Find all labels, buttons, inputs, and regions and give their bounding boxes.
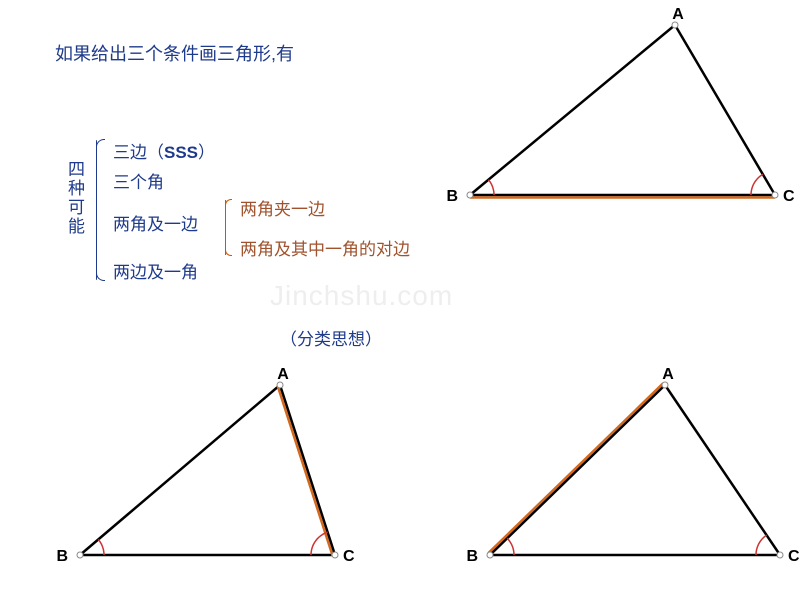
option-sss: 三边（SSS） — [113, 138, 215, 163]
title: 如果给出三个条件画三角形,有 — [55, 40, 294, 66]
svg-text:C: C — [788, 548, 800, 565]
svg-text:B: B — [56, 548, 68, 565]
svg-text:C: C — [783, 188, 795, 205]
svg-text:A: A — [662, 366, 674, 383]
vertical-four-possibilities: 四种可能 — [62, 160, 87, 236]
opt1-pre: 三边（ — [113, 143, 164, 162]
watermark: Jinchshu.com — [270, 280, 453, 312]
option-two-angles-one-side: 两角及一边 — [113, 210, 198, 235]
subtitle-classification: （分类思想） — [280, 325, 382, 350]
svg-text:B: B — [466, 548, 478, 565]
svg-text:A: A — [672, 6, 684, 23]
svg-text:B: B — [446, 188, 458, 205]
opt3-text: 两角及一边 — [113, 215, 198, 234]
triangle-bottom-right: ABC — [490, 385, 800, 570]
brace-sub — [225, 200, 226, 255]
subtitle-text: （分类思想） — [280, 330, 382, 349]
opt2-text: 三个角 — [113, 173, 164, 192]
option-three-angles: 三个角 — [113, 168, 164, 193]
opt1-post: ） — [198, 143, 215, 162]
opt1-bold: SSS — [164, 143, 198, 162]
subopt-aas: 两角及其中一角的对边 — [240, 235, 410, 260]
option-two-sides-one-angle: 两边及一角 — [113, 258, 198, 283]
sub2-text: 两角及其中一角的对边 — [240, 240, 410, 259]
subopt-asa: 两角夹一边 — [240, 195, 325, 220]
triangle-bottom-left: ABC — [80, 385, 390, 570]
title-text: 如果给出三个条件画三角形,有 — [55, 44, 294, 64]
svg-text:C: C — [343, 548, 355, 565]
watermark-text: Jinchshu.com — [270, 280, 453, 311]
opt4-text: 两边及一角 — [113, 263, 198, 282]
vertical-label-text: 四种可能 — [65, 160, 84, 236]
brace-main — [96, 140, 97, 280]
svg-text:A: A — [277, 366, 289, 383]
sub1-text: 两角夹一边 — [240, 200, 325, 219]
triangle-top-right: ABC — [470, 25, 790, 210]
